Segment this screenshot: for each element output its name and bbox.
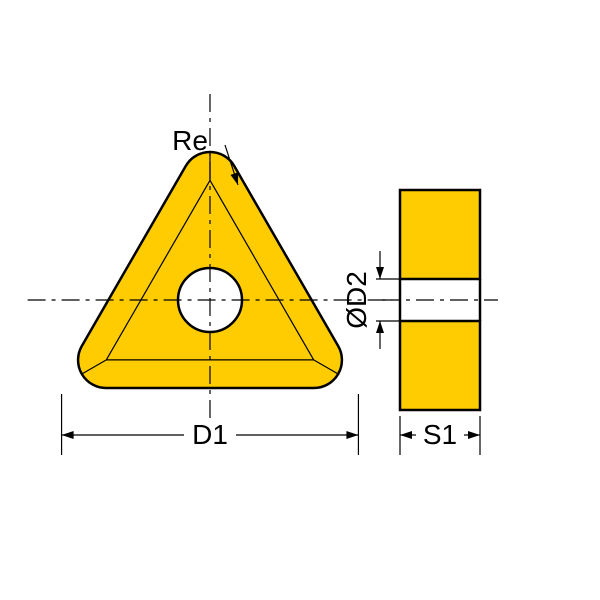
d2-label: ØD2: [341, 271, 372, 329]
re-label: Re: [172, 125, 208, 156]
side-bottom: [400, 321, 480, 410]
d1-label: D1: [192, 419, 228, 450]
s1-label: S1: [423, 419, 457, 450]
side-top: [400, 190, 480, 279]
